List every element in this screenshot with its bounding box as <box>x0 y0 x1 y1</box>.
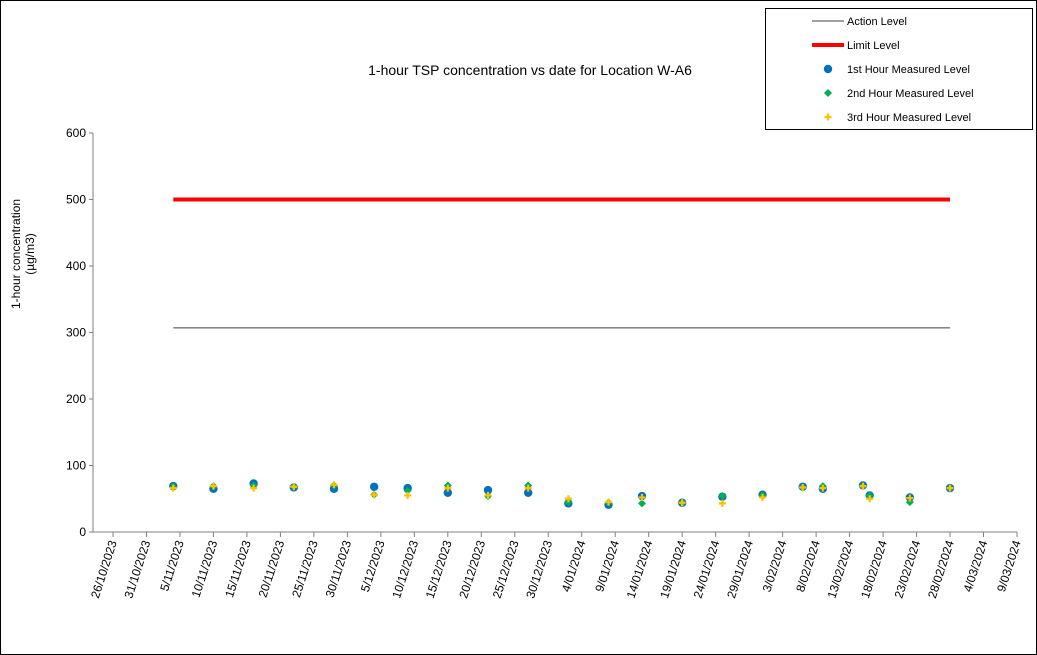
series-3-point <box>819 484 827 492</box>
x-tick-label: 9/03/2024 <box>994 538 1024 593</box>
x-tick-label: 4/01/2024 <box>559 538 589 593</box>
series-3-point <box>759 493 767 501</box>
series-2-point <box>403 486 412 495</box>
series-3-point <box>330 481 338 489</box>
y-axis-label-line2: (µg/m3) <box>23 233 37 275</box>
x-tick-label: 26/10/2023 <box>88 538 120 600</box>
x-tick-label: 5/11/2023 <box>157 538 187 593</box>
y-axis-label: 1-hour concentration (µg/m3) <box>9 199 37 309</box>
x-tick-label: 25/11/2023 <box>289 538 321 599</box>
x-tick-label: 15/11/2023 <box>222 538 254 599</box>
x-tick-label: 13/02/2024 <box>825 538 857 600</box>
y-axis-label-line1: 1-hour concentration <box>9 199 23 309</box>
y-tick-label: 400 <box>66 259 86 273</box>
series-3-point <box>484 491 492 499</box>
legend-marker-swatch <box>824 89 832 97</box>
series-3-point <box>859 482 867 490</box>
x-tick-label: 10/11/2023 <box>189 538 221 599</box>
x-tick-label: 20/12/2023 <box>456 538 488 600</box>
x-tick-label: 20/11/2023 <box>256 538 288 599</box>
series-3-point <box>404 491 412 499</box>
series-3-point <box>718 499 726 507</box>
series-3-point <box>638 493 646 501</box>
legend-item-label: 2nd Hour Measured Level <box>847 88 974 100</box>
y-tick-label: 600 <box>66 126 86 140</box>
series-3-point <box>290 483 298 491</box>
x-tick-label: 18/02/2024 <box>858 538 890 600</box>
y-tick-label: 300 <box>66 326 86 340</box>
series-3-point <box>866 495 874 503</box>
y-tick-label: 200 <box>66 392 86 406</box>
legend-marker-swatch <box>823 64 833 74</box>
x-tick-label: 28/02/2024 <box>925 538 957 600</box>
series-3-point <box>946 484 954 492</box>
x-tick-label: 24/01/2024 <box>691 538 723 600</box>
series-1-point <box>369 482 379 491</box>
series-3-point <box>524 484 532 492</box>
series-3-point <box>370 491 378 499</box>
series-1-point <box>523 488 533 497</box>
legend-item-label: Limit Level <box>847 40 900 52</box>
series-3-point <box>169 484 177 492</box>
x-tick-label: 30/11/2023 <box>323 538 355 599</box>
y-tick-label: 500 <box>66 193 86 207</box>
chart-title: 1-hour TSP concentration vs date for Loc… <box>368 62 692 78</box>
legend-item-label: 1st Hour Measured Level <box>847 64 970 76</box>
x-tick-label: 31/10/2023 <box>121 538 153 600</box>
x-tick-label: 4/03/2024 <box>961 538 991 593</box>
legend-item-label: 3rd Hour Measured Level <box>847 112 971 124</box>
x-tick-label: 5/12/2023 <box>358 538 388 593</box>
series-3-point <box>564 495 572 503</box>
x-tick-label: 19/01/2024 <box>657 538 689 600</box>
x-tick-label: 3/02/2024 <box>760 538 790 593</box>
series-1-point <box>483 485 493 495</box>
x-tick-label: 30/12/2023 <box>523 538 555 600</box>
x-tick-label: 15/12/2023 <box>423 538 455 600</box>
series-2-point <box>718 492 727 501</box>
series-2-point <box>905 498 914 507</box>
series-3-point <box>678 499 686 507</box>
series-2-point <box>638 499 647 508</box>
series-3-point <box>605 498 613 506</box>
x-tick-label: 14/01/2024 <box>624 538 656 600</box>
series-3-point <box>250 484 258 492</box>
series-3-point <box>906 494 914 502</box>
series-3-point <box>799 483 807 491</box>
x-tick-label: 10/12/2023 <box>389 538 421 600</box>
y-tick-label: 100 <box>66 459 86 473</box>
series-3-point <box>209 482 217 490</box>
x-tick-label: 25/12/2023 <box>490 538 522 600</box>
y-tick-label: 0 <box>79 525 86 539</box>
x-tick-label: 29/01/2024 <box>724 538 756 600</box>
legend-item-label: Action Level <box>847 16 907 28</box>
legend: Action Level Limit Level 1st Hour Measured… <box>765 8 1033 130</box>
x-tick-label: 9/01/2024 <box>592 538 622 593</box>
legend-marker-swatch <box>824 113 832 121</box>
x-tick-label: 23/02/2024 <box>892 538 924 600</box>
series-3-point <box>444 484 452 492</box>
series-1-point <box>443 488 453 497</box>
x-tick-label: 8/02/2024 <box>793 538 823 593</box>
